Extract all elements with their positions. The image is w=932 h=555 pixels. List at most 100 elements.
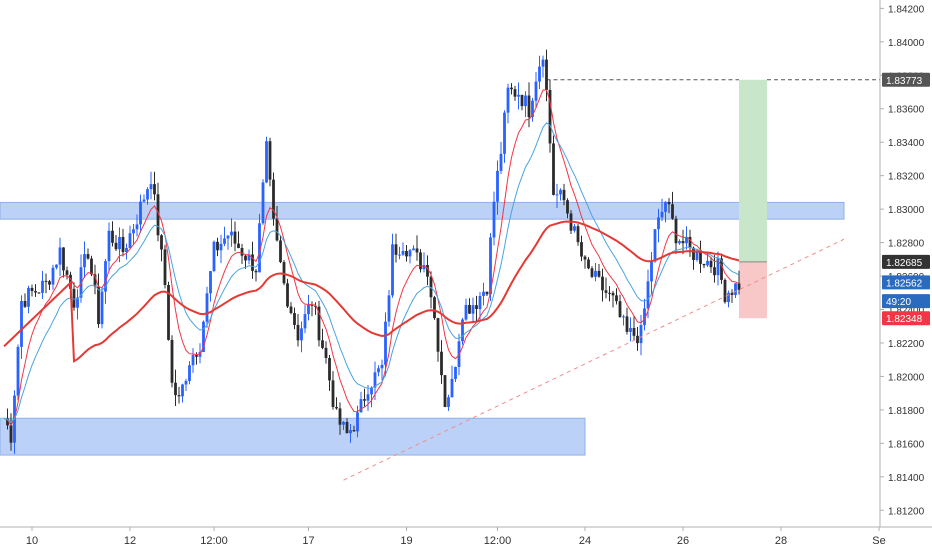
candle-body xyxy=(485,291,489,295)
candle-body xyxy=(667,201,671,205)
candle-body xyxy=(387,295,391,322)
candle-body xyxy=(436,318,440,352)
price-tick-label: 1.83400 xyxy=(888,138,925,149)
price-tick-label: 1.82400 xyxy=(888,306,925,317)
candle-body xyxy=(27,287,30,307)
candle-body xyxy=(300,328,303,341)
candle-body xyxy=(135,224,139,230)
candle-body xyxy=(296,324,300,341)
candle-body xyxy=(506,87,510,113)
candle-body xyxy=(328,357,331,381)
price-marker-label: 1.83773 xyxy=(886,76,923,87)
candle-body xyxy=(121,237,125,253)
candle-body xyxy=(650,261,653,282)
candle-body xyxy=(730,292,734,295)
candle-body xyxy=(499,153,503,171)
candle-body xyxy=(111,230,114,243)
candle-body xyxy=(202,321,205,353)
time-tick-label: 24 xyxy=(579,535,591,547)
candle-body xyxy=(471,305,475,314)
candle-body xyxy=(44,280,48,282)
candle-body xyxy=(632,327,636,336)
candle-body xyxy=(643,308,646,326)
candle-body xyxy=(156,194,160,236)
candle-body xyxy=(254,270,258,273)
candle-body xyxy=(272,179,275,219)
candle-body xyxy=(503,112,506,154)
candle-body xyxy=(562,189,566,201)
candle-body xyxy=(671,204,674,219)
candle-body xyxy=(538,66,541,82)
candle-body xyxy=(545,59,548,91)
candle-body xyxy=(16,346,20,396)
candle-body xyxy=(139,201,142,225)
price-tick-label: 1.84200 xyxy=(888,4,925,15)
candle-body xyxy=(380,364,384,369)
candle-body xyxy=(132,229,135,234)
price-tick-label: 1.81800 xyxy=(888,406,925,417)
candle-body xyxy=(62,247,65,271)
price-tick-label: 1.82800 xyxy=(888,239,925,250)
candle-body xyxy=(58,247,62,265)
profit-zone xyxy=(739,79,767,262)
price-tick-label: 1.81200 xyxy=(888,506,925,517)
candle-body xyxy=(685,236,688,244)
candle-body xyxy=(391,244,394,296)
candle-body xyxy=(447,397,450,407)
candle-body xyxy=(335,406,338,409)
time-tick-label: 12:00 xyxy=(484,535,512,547)
price-marker-label: 1.82562 xyxy=(886,278,923,289)
candle-body xyxy=(293,313,296,325)
candle-body xyxy=(527,95,531,118)
candle-body xyxy=(531,100,534,118)
candle-body xyxy=(566,200,569,214)
candle-body xyxy=(548,90,552,144)
ema-slow-line xyxy=(3,220,740,363)
candle-body xyxy=(478,296,482,309)
candle-body xyxy=(709,260,713,268)
candle-body xyxy=(653,229,657,262)
time-axis[interactable]: 10 12 12:00 17 19 12:00 24 26 28 Se xyxy=(26,527,886,547)
candle-body xyxy=(573,226,576,231)
candle-body xyxy=(559,189,562,195)
candle-body xyxy=(622,316,625,318)
candle-body xyxy=(618,301,622,317)
candle-body xyxy=(489,237,492,295)
candle-body xyxy=(587,259,590,269)
candle-body xyxy=(639,325,643,344)
candle-body xyxy=(177,395,181,397)
candle-body xyxy=(664,201,667,212)
candle-body xyxy=(524,95,527,107)
candle-body xyxy=(261,182,265,224)
candle-body xyxy=(723,279,727,303)
candle-body xyxy=(629,327,632,332)
price-marker-background xyxy=(882,275,930,290)
candle-body xyxy=(541,59,545,67)
candle-body xyxy=(146,189,149,200)
candle-body xyxy=(737,283,741,290)
price-tick-label: 1.81400 xyxy=(888,473,925,484)
candle-body xyxy=(727,292,730,303)
time-tick-label: 10 xyxy=(26,535,38,547)
candle-body xyxy=(114,242,118,250)
candle-body xyxy=(219,243,223,251)
candle-body xyxy=(706,260,709,266)
candle-body xyxy=(429,276,433,298)
position-tool xyxy=(546,79,880,319)
candle-body xyxy=(209,271,212,294)
candle-body xyxy=(230,231,233,236)
candle-body xyxy=(405,250,408,257)
candle-body xyxy=(699,251,702,264)
price-markers: 1.83773 1.82685 1.82562 49:20 1.82348 xyxy=(882,72,930,326)
candle-body xyxy=(72,288,76,308)
candle-body xyxy=(615,295,618,302)
candle-body xyxy=(688,236,692,248)
candle-body xyxy=(51,267,55,285)
candle-body xyxy=(422,265,426,270)
price-tick-label: 1.81600 xyxy=(888,439,925,450)
candle-body xyxy=(415,248,419,253)
resistance-zone xyxy=(0,201,845,220)
time-tick-label: 17 xyxy=(302,535,314,547)
